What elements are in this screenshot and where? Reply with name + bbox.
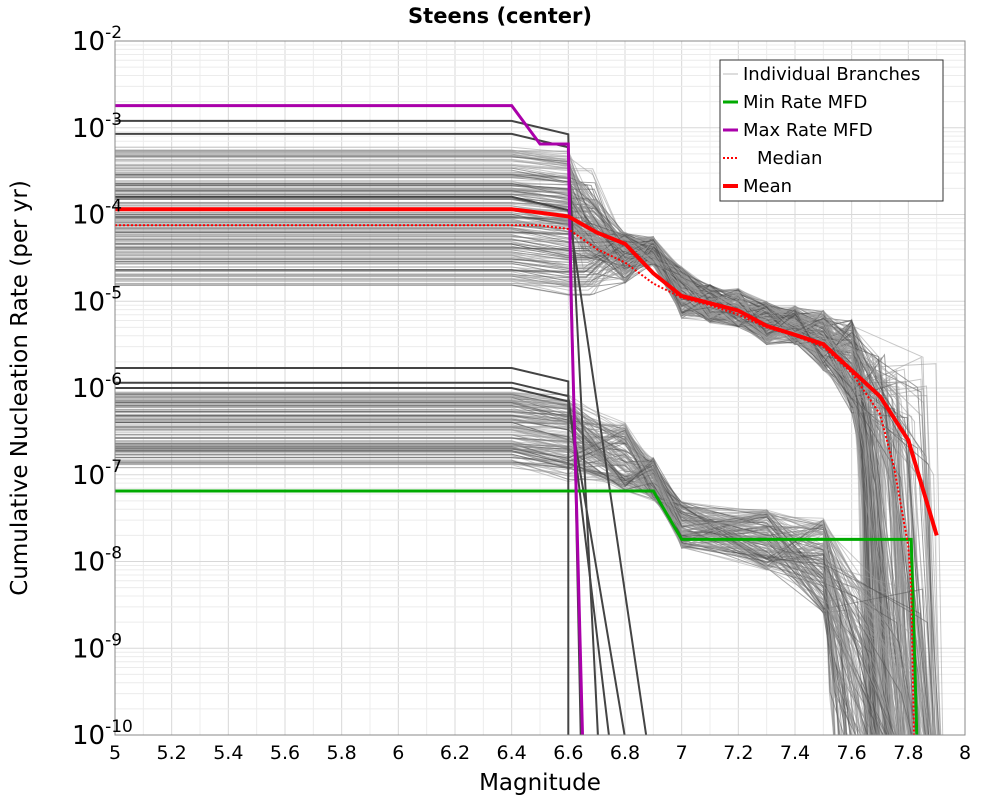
y-tick-label: 10-10 [72, 717, 133, 751]
branch-line-bold [115, 387, 626, 735]
chart-title: Steens (center) [408, 4, 592, 28]
branch-line [115, 150, 902, 735]
branch-line [115, 235, 927, 735]
series-lines [115, 104, 939, 735]
branch-line [115, 252, 934, 735]
y-tick-label: 10-3 [72, 110, 122, 144]
x-tick-labels: 5 5.2 5.4 5.6 5.8 6 6.2 6.4 6.6 6.8 7 7.2 7.4 7.6 7.8 8 [109, 742, 971, 764]
legend-label: Median [757, 148, 822, 169]
y-tick-label: 10-6 [72, 370, 122, 404]
branch-line [115, 234, 932, 735]
legend: Individual Branches Min Rate MFD Max Rate … [719, 59, 944, 202]
x-tick-label: 6.4 [497, 742, 527, 764]
branch-line [115, 205, 879, 735]
series-line-mean [115, 207, 939, 536]
branch-line-bold [115, 367, 570, 735]
y-tick-label: 10-5 [72, 283, 122, 317]
y-tick-label: 10-8 [72, 544, 122, 578]
branch-line [115, 420, 861, 735]
branch-line [115, 440, 848, 735]
branch-line [115, 395, 875, 735]
x-axis-label: Magnitude [479, 770, 601, 796]
y-tick-labels: 10-10 10-9 10-8 10-7 10-6 10-5 10-4 10-3 10-2 [72, 23, 133, 751]
branch-line-bold [115, 195, 648, 735]
branch-line-bold [115, 132, 599, 735]
branch-line [115, 163, 942, 735]
branch-line [115, 166, 903, 735]
legend-label: Max Rate MFD [743, 120, 873, 141]
legend-box [719, 59, 944, 202]
x-tick-label: 6 [392, 742, 404, 764]
x-tick-label: 5.6 [270, 742, 300, 764]
branch-line [115, 182, 900, 735]
x-tick-label: 8 [959, 742, 971, 764]
x-tick-label: 7.8 [893, 742, 923, 764]
x-tick-label: 5 [109, 742, 121, 764]
x-tick-label: 5.2 [157, 742, 187, 764]
series-line-median [115, 224, 915, 735]
branch-line [115, 156, 913, 735]
y-axis-label: Cumulative Nucleation Rate (per yr) [7, 180, 33, 596]
legend-label: Individual Branches [743, 64, 920, 85]
legend-label: Mean [743, 176, 792, 197]
x-tick-label: 5.8 [327, 742, 357, 764]
branch-line [115, 235, 939, 735]
x-tick-label: 5.4 [213, 742, 243, 764]
branch-line [115, 400, 865, 735]
series-line-max-rate-mfd [115, 104, 584, 735]
x-tick-label: 7.2 [723, 742, 753, 764]
plot-frame [114, 40, 966, 736]
x-tick-label: 6.8 [610, 742, 640, 764]
y-tick-label: 10-9 [72, 630, 122, 664]
x-tick-label: 7.4 [780, 742, 810, 764]
x-tick-label: 7.6 [837, 742, 867, 764]
branch-line-bold [115, 381, 610, 735]
y-tick-label: 10-7 [72, 457, 122, 491]
x-tick-label: 7 [676, 742, 688, 764]
y-tick-label: 10-4 [72, 197, 122, 231]
branch-line [115, 428, 861, 735]
legend-label: Min Rate MFD [743, 92, 867, 113]
y-tick-label: 10-2 [72, 23, 122, 57]
series-line-min-rate-mfd [115, 489, 919, 735]
x-tick-label: 6.2 [440, 742, 470, 764]
x-tick-label: 6.6 [553, 742, 583, 764]
branch-line [115, 429, 874, 735]
